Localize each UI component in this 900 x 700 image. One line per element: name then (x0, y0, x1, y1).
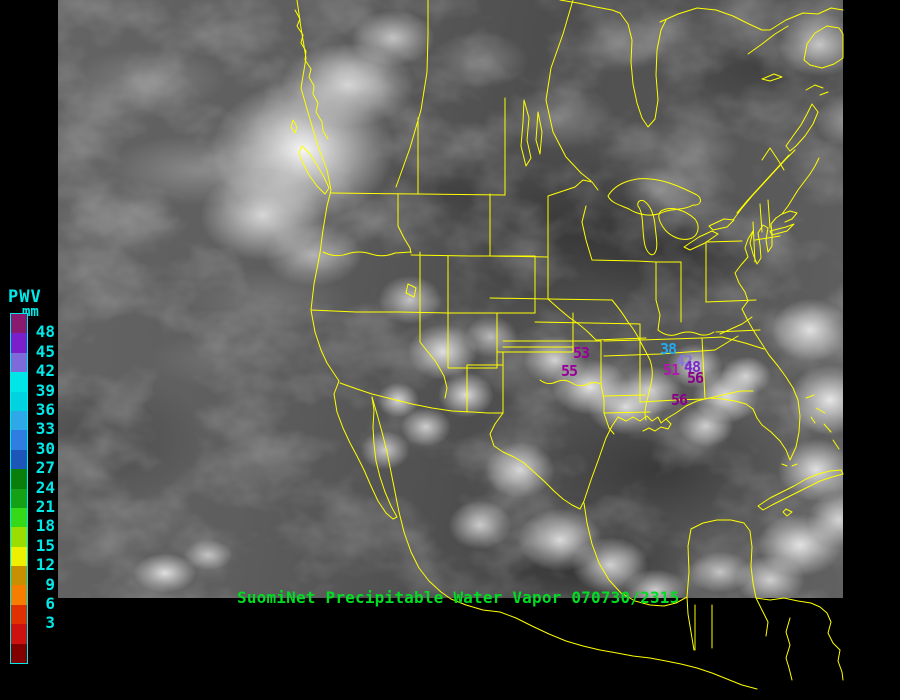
colorbar-segment (11, 643, 27, 664)
colorbar-value-label: 27 (35, 458, 55, 478)
colorbar-segment (11, 333, 27, 353)
colorbar-value-label: 15 (35, 535, 55, 555)
colorbar-segment (11, 624, 27, 644)
station-pwv-value: 56 (687, 369, 704, 387)
station-pwv-value: 56 (671, 391, 688, 409)
colorbar-segment (11, 546, 27, 567)
pwv-colorbar (10, 313, 28, 665)
colorbar-segment (11, 391, 27, 411)
colorbar-segment (11, 430, 27, 450)
colorbar-value-label: 21 (35, 497, 55, 516)
colorbar-value-label: 18 (35, 516, 55, 536)
colorbar-value-label: 24 (35, 477, 55, 497)
colorbar-value-label: 36 (35, 400, 55, 419)
station-pwv-value: 48 (684, 358, 701, 376)
satellite-image (58, 0, 843, 598)
colorbar-segment (11, 469, 27, 489)
colorbar-segment (11, 352, 27, 373)
colorbar-segment (11, 585, 27, 605)
colorbar-segment (11, 410, 27, 431)
colorbar-value-label: 42 (35, 361, 55, 381)
colorbar-segment (11, 449, 27, 470)
colorbar-value-label: 48 (35, 322, 55, 342)
colorbar-value-label: 9 (45, 574, 55, 594)
colorbar-value-label: 30 (35, 438, 55, 458)
colorbar-segment (11, 372, 27, 392)
yucatan-south-coasts (686, 596, 769, 651)
station-pwv-value: 42 (676, 352, 693, 370)
colorbar-segment (11, 566, 27, 586)
legend-title: PWV (8, 287, 42, 307)
colorbar-value-label: 39 (35, 380, 55, 400)
station-pwv-value: 55 (561, 362, 578, 380)
colorbar-value-label: 33 (35, 419, 55, 439)
honduras-coast (755, 597, 844, 681)
colorbar-segment (11, 488, 27, 508)
colorbar-value-label: 3 (45, 613, 55, 633)
colorbar-value-label: 6 (45, 594, 55, 613)
product-title: SuomiNet Precipitable Water Vapor 070730… (237, 588, 680, 607)
station-pwv-value: 38 (660, 340, 677, 358)
colorbar-segment (11, 527, 27, 547)
guatemala-borders (694, 604, 713, 651)
colorbar-segment (11, 507, 27, 528)
station-pwv-value: 53 (573, 344, 590, 362)
colorbar-segment (11, 314, 27, 334)
colorbar-value-label: 45 (35, 341, 55, 361)
colorbar-value-label: 12 (35, 555, 55, 575)
colorbar-segment (11, 604, 27, 625)
station-pwv-value: 51 (663, 361, 680, 379)
